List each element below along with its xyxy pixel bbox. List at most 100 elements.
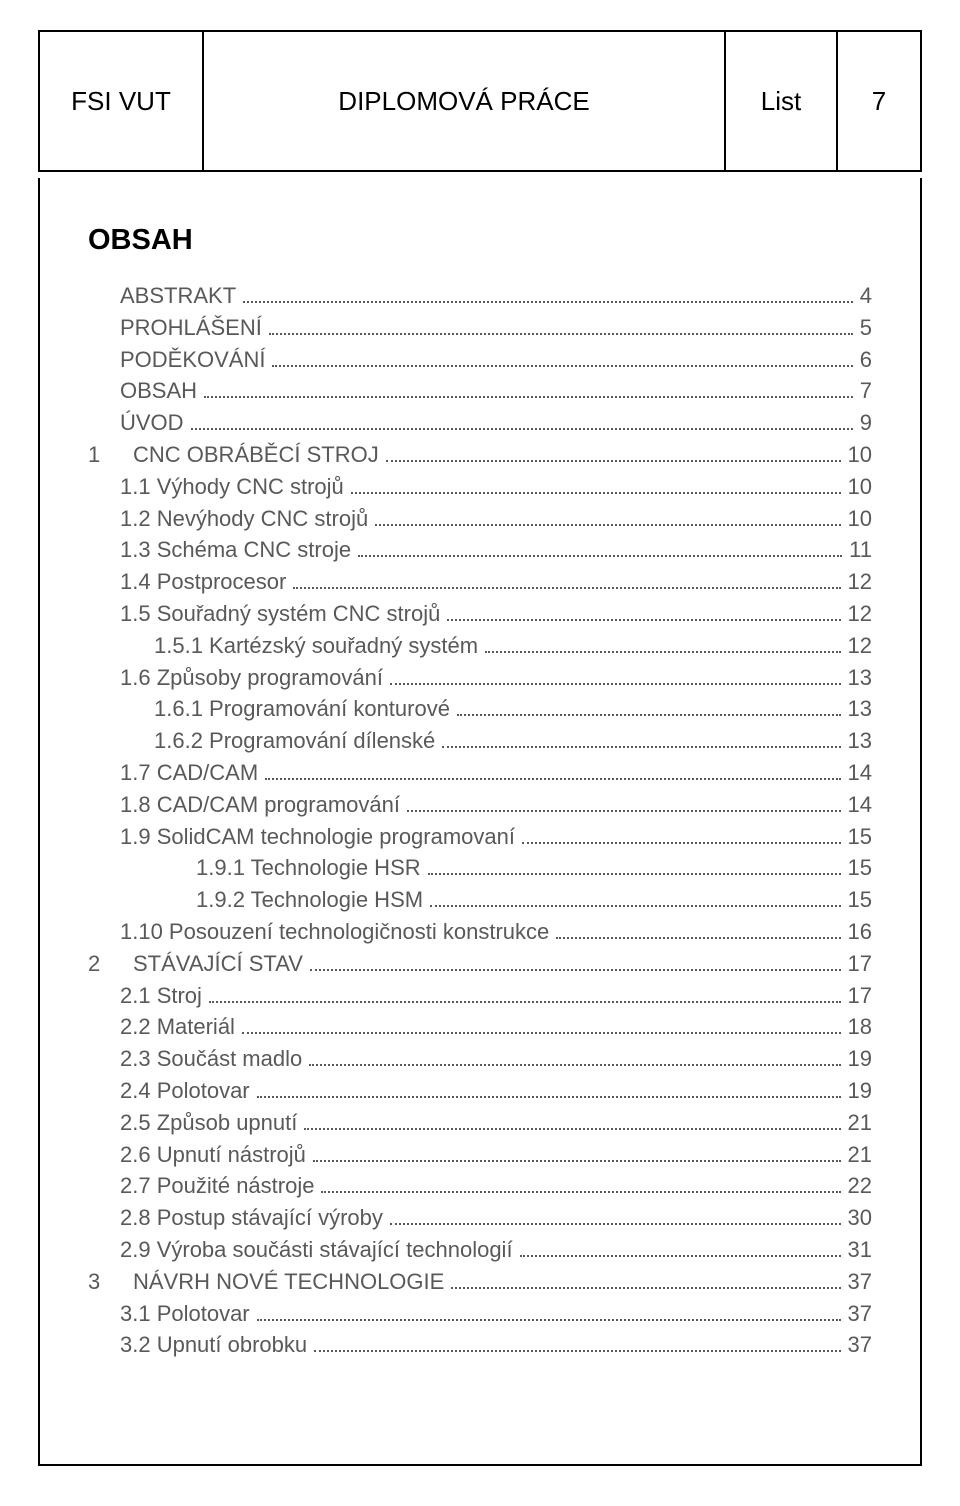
toc-leader-dots: [430, 905, 840, 907]
toc-entry-page: 21: [844, 1144, 872, 1166]
toc-entry-text: PROHLÁŠENÍ: [120, 315, 262, 340]
toc-entry-page: 19: [844, 1048, 872, 1070]
toc-entry: 1.6 Způsoby programování13: [88, 667, 872, 689]
toc-entry: 1.5.1 Kartézský souřadný systém 12: [88, 635, 872, 657]
toc-leader-dots: [351, 492, 841, 494]
toc-leader-dots: [428, 873, 841, 875]
toc-entry-text: 1.9 SolidCAM technologie programovaní: [120, 824, 515, 849]
toc-entry-page: 10: [844, 476, 872, 498]
toc-leader-dots: [209, 1001, 841, 1003]
toc-entry-text: 2.3 Součást madlo: [120, 1046, 302, 1071]
toc-entry-page: 12: [844, 571, 872, 593]
toc-leader-dots: [321, 1191, 840, 1193]
toc-entry: 1.4 Postprocesor12: [88, 571, 872, 593]
toc-leader-dots: [293, 587, 840, 589]
toc-entry-label: 2.5 Způsob upnutí: [120, 1112, 301, 1134]
toc-entry-page: 12: [844, 635, 872, 657]
toc-entry-text: 3.2 Upnutí obrobku: [120, 1332, 307, 1357]
toc-entry-page: 5: [856, 317, 872, 339]
toc-leader-dots: [375, 524, 840, 526]
toc-entry-label: 2 STÁVAJÍCÍ STAV: [88, 953, 307, 975]
toc-entry-page: 37: [844, 1303, 872, 1325]
toc-entry-text: 2.8 Postup stávající výroby: [120, 1205, 383, 1230]
toc-leader-dots: [304, 1128, 840, 1130]
toc-leader-dots: [204, 396, 853, 398]
toc-entry-page: 17: [844, 985, 872, 1007]
toc-entry: 2 STÁVAJÍCÍ STAV17: [88, 953, 872, 975]
header-doc-title: DIPLOMOVÁ PRÁCE: [204, 32, 726, 170]
header-page-number: 7: [838, 32, 920, 170]
toc-chapter-number: 3: [88, 1271, 122, 1293]
toc-entry-label: 2.8 Postup stávající výroby: [120, 1207, 387, 1229]
toc-entry: 3 NÁVRH NOVÉ TECHNOLOGIE37: [88, 1271, 872, 1293]
toc-leader-dots: [269, 333, 853, 335]
toc-entry-page: 4: [856, 285, 872, 307]
toc-entry-label: 1.2 Nevýhody CNC strojů: [120, 508, 372, 530]
toc-entry-text: 1.5 Souřadný systém CNC strojů: [120, 601, 440, 626]
toc-entry-text: NÁVRH NOVÉ TECHNOLOGIE: [133, 1269, 444, 1294]
toc-leader-dots: [309, 1064, 840, 1066]
toc-entry-text: 1.5.1 Kartézský souřadný systém: [154, 633, 478, 658]
toc-entry-text: ABSTRAKT: [120, 283, 236, 308]
toc-entry-label: PODĚKOVÁNÍ: [120, 349, 269, 371]
toc-entry-label: 2.7 Použité nástroje: [120, 1175, 318, 1197]
toc-entry-page: 13: [844, 698, 872, 720]
toc-entry: 1.10 Posouzení technologičnosti konstruk…: [88, 921, 872, 943]
toc-leader-dots: [457, 714, 841, 716]
toc-entry-label: 3 NÁVRH NOVÉ TECHNOLOGIE: [88, 1271, 448, 1293]
toc-leader-dots: [447, 619, 840, 621]
toc-entry-label: 1.6 Způsoby programování: [120, 667, 387, 689]
toc-entry-page: 12: [844, 603, 872, 625]
toc-entry: 1.6.1 Programování konturové 13: [88, 698, 872, 720]
toc-entry-page: 19: [844, 1080, 872, 1102]
toc-entry: 3.2 Upnutí obrobku37: [88, 1334, 872, 1356]
toc-leader-dots: [485, 651, 840, 653]
toc-entry-page: 22: [844, 1175, 872, 1197]
toc-entry-label: 1.5 Souřadný systém CNC strojů: [120, 603, 444, 625]
toc-entry: 2.9 Výroba součásti stávající technologi…: [88, 1239, 872, 1261]
toc-entry: 1.8 CAD/CAM programování14: [88, 794, 872, 816]
toc-entry-label: PROHLÁŠENÍ: [120, 317, 266, 339]
toc-entry-text: 2.2 Materiál: [120, 1014, 235, 1039]
toc-leader-dots: [243, 301, 853, 303]
toc-entry: ÚVOD9: [88, 412, 872, 434]
toc-entry: 1.9.1 Technologie HSR15: [88, 857, 872, 879]
toc-entry-label: 1 CNC OBRÁBĚCÍ STROJ: [88, 444, 383, 466]
toc-leader-dots: [520, 1255, 841, 1257]
toc-entry-text: 1.6.1 Programování konturové: [154, 696, 450, 721]
toc-leader-dots: [556, 937, 840, 939]
toc-entry-label: 2.4 Polotovar: [120, 1080, 254, 1102]
toc-entry-page: 30: [844, 1207, 872, 1229]
toc-entry-label: 3.1 Polotovar: [120, 1303, 254, 1325]
toc-entry: 2.3 Součást madlo 19: [88, 1048, 872, 1070]
toc-entry: 1.6.2 Programování dílenské 13: [88, 730, 872, 752]
toc-entry-label: 1.6.1 Programování konturové: [154, 698, 454, 720]
toc-entry-page: 13: [844, 730, 872, 752]
toc-entry-text: 1.6.2 Programování dílenské: [154, 728, 435, 753]
toc-chapter-number: 1: [88, 444, 122, 466]
toc-entry-text: STÁVAJÍCÍ STAV: [133, 951, 303, 976]
table-of-contents: ABSTRAKT4PROHLÁŠENÍ5PODĚKOVÁNÍ6OBSAH7ÚVO…: [88, 285, 872, 1356]
toc-entry-page: 14: [844, 794, 872, 816]
toc-leader-dots: [310, 969, 841, 971]
toc-leader-dots: [191, 428, 853, 430]
body-frame: OBSAH ABSTRAKT4PROHLÁŠENÍ5PODĚKOVÁNÍ6OBS…: [38, 178, 922, 1466]
toc-entry-label: 1.6.2 Programování dílenské: [154, 730, 439, 752]
toc-entry-label: ABSTRAKT: [120, 285, 240, 307]
toc-leader-dots: [442, 746, 840, 748]
header-institution: FSI VUT: [40, 32, 204, 170]
toc-entry-label: 1.3 Schéma CNC stroje: [120, 539, 355, 561]
toc-entry-text: 2.4 Polotovar: [120, 1078, 250, 1103]
toc-entry-label: 1.7 CAD/CAM: [120, 762, 262, 784]
toc-entry-text: 1.9.1 Technologie HSR: [196, 855, 421, 880]
toc-entry: 1.5 Souřadný systém CNC strojů 12: [88, 603, 872, 625]
toc-entry-page: 21: [844, 1112, 872, 1134]
document-page: FSI VUT DIPLOMOVÁ PRÁCE List 7 OBSAH ABS…: [0, 0, 960, 1506]
toc-entry-text: 1.9.2 Technologie HSM: [196, 887, 423, 912]
toc-entry: 1.3 Schéma CNC stroje11: [88, 539, 872, 561]
toc-entry-page: 10: [844, 508, 872, 530]
toc-entry-text: 1.6 Způsoby programování: [120, 665, 383, 690]
toc-entry: 1.2 Nevýhody CNC strojů 10: [88, 508, 872, 530]
toc-entry: PROHLÁŠENÍ 5: [88, 317, 872, 339]
header-list-label: List: [726, 32, 838, 170]
